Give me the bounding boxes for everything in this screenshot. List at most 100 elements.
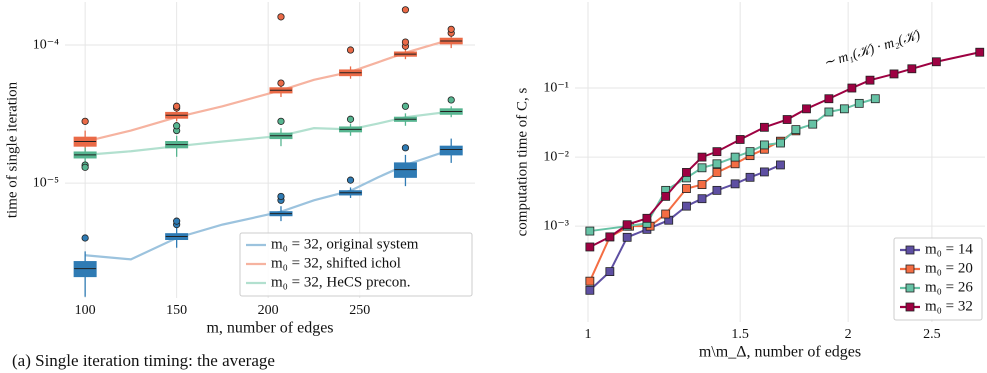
- outlier: [173, 217, 181, 225]
- marker: [697, 163, 707, 173]
- marker: [642, 213, 652, 223]
- x-axis-label: m\m_Δ, number of edges: [699, 344, 861, 361]
- legend-marker: [905, 302, 915, 312]
- marker: [697, 194, 707, 204]
- outlier: [346, 46, 355, 54]
- legend-label: m₀ = 20: [925, 260, 973, 276]
- marker: [745, 147, 755, 157]
- outlier: [346, 176, 355, 184]
- series-line: [85, 148, 452, 261]
- marker: [745, 172, 755, 182]
- outlier: [173, 102, 181, 110]
- series-line: [85, 110, 452, 156]
- marker: [839, 104, 849, 114]
- marker: [907, 64, 917, 74]
- marker: [759, 122, 769, 132]
- outlier: [401, 102, 410, 110]
- marker: [776, 160, 785, 170]
- outlier: [277, 117, 285, 125]
- legend-label: m₀ = 26: [925, 279, 973, 295]
- outlier: [401, 6, 410, 14]
- marker: [870, 94, 880, 104]
- y-tick-label: 10⁻⁵: [33, 175, 59, 190]
- marker: [585, 276, 595, 286]
- outlier: [277, 13, 285, 21]
- legend-marker: [905, 245, 915, 255]
- marker: [661, 209, 671, 219]
- marker: [776, 138, 785, 148]
- marker: [661, 191, 671, 201]
- marker: [975, 47, 985, 57]
- x-tick-label: 1: [584, 327, 591, 342]
- marker: [712, 168, 722, 177]
- box: [439, 145, 463, 156]
- marker: [682, 184, 691, 193]
- outlier: [173, 122, 181, 130]
- marker: [931, 57, 941, 67]
- marker: [847, 83, 857, 93]
- marker: [682, 168, 691, 177]
- legend-marker: [905, 283, 915, 293]
- x-tick-label: 250: [349, 303, 370, 318]
- marker: [712, 147, 722, 157]
- outlier: [401, 144, 410, 152]
- marker: [759, 140, 769, 150]
- marker: [585, 285, 595, 295]
- x-tick-label: 100: [75, 303, 96, 318]
- marker: [854, 98, 864, 108]
- marker: [782, 115, 792, 124]
- marker: [730, 152, 740, 162]
- x-tick-label: 2.5: [923, 327, 941, 342]
- marker: [585, 242, 595, 252]
- y-axis-label: computation time of C, s: [514, 87, 530, 236]
- marker: [622, 232, 632, 242]
- x-tick-label: 1.5: [731, 327, 749, 342]
- marker: [791, 125, 801, 135]
- marker: [712, 159, 722, 169]
- y-tick-label: 10⁻²: [543, 149, 569, 164]
- legend-label: m₀ = 32, original system: [271, 236, 419, 252]
- marker: [697, 152, 707, 162]
- legend-label: m₀ = 32, shifted ichol: [271, 255, 401, 271]
- outlier: [447, 25, 455, 33]
- outlier: [81, 234, 89, 242]
- x-axis-label: m, number of edges: [206, 320, 333, 337]
- y-tick-label: 10⁻⁴: [33, 37, 59, 52]
- marker: [730, 179, 740, 189]
- marker: [735, 135, 745, 144]
- marker: [824, 94, 834, 104]
- marker: [585, 226, 595, 236]
- outlier: [447, 96, 455, 104]
- outlier: [277, 79, 285, 87]
- marker: [712, 185, 722, 195]
- outlier: [81, 163, 89, 171]
- legend: [893, 237, 983, 321]
- marker: [605, 267, 615, 277]
- marker: [682, 201, 691, 211]
- outlier: [277, 192, 285, 201]
- series-line: [84, 38, 452, 143]
- marker: [865, 75, 875, 85]
- y-tick-label: 10⁻³: [543, 218, 569, 233]
- outlier: [346, 115, 355, 123]
- marker: [889, 69, 899, 79]
- marker: [697, 180, 707, 189]
- legend-label: m₀ = 32, HeCS precon.: [271, 274, 411, 290]
- x-tick-label: 2: [845, 327, 852, 342]
- legend-marker: [905, 264, 915, 274]
- marker: [824, 107, 834, 117]
- caption: (a) Single iteration timing: the average: [12, 351, 275, 370]
- x-tick-label: 150: [166, 303, 187, 318]
- marker: [622, 220, 632, 230]
- outlier: [401, 38, 410, 46]
- legend-label: m₀ = 32: [925, 298, 973, 314]
- legend-label: m₀ = 14: [925, 241, 973, 257]
- y-tick-label: 10⁻¹: [543, 80, 569, 95]
- y-axis-label: time of single iteration: [4, 81, 20, 218]
- legend: [239, 232, 473, 297]
- marker: [605, 232, 615, 242]
- x-tick-label: 200: [258, 303, 279, 318]
- outlier: [81, 117, 89, 125]
- marker: [808, 119, 818, 129]
